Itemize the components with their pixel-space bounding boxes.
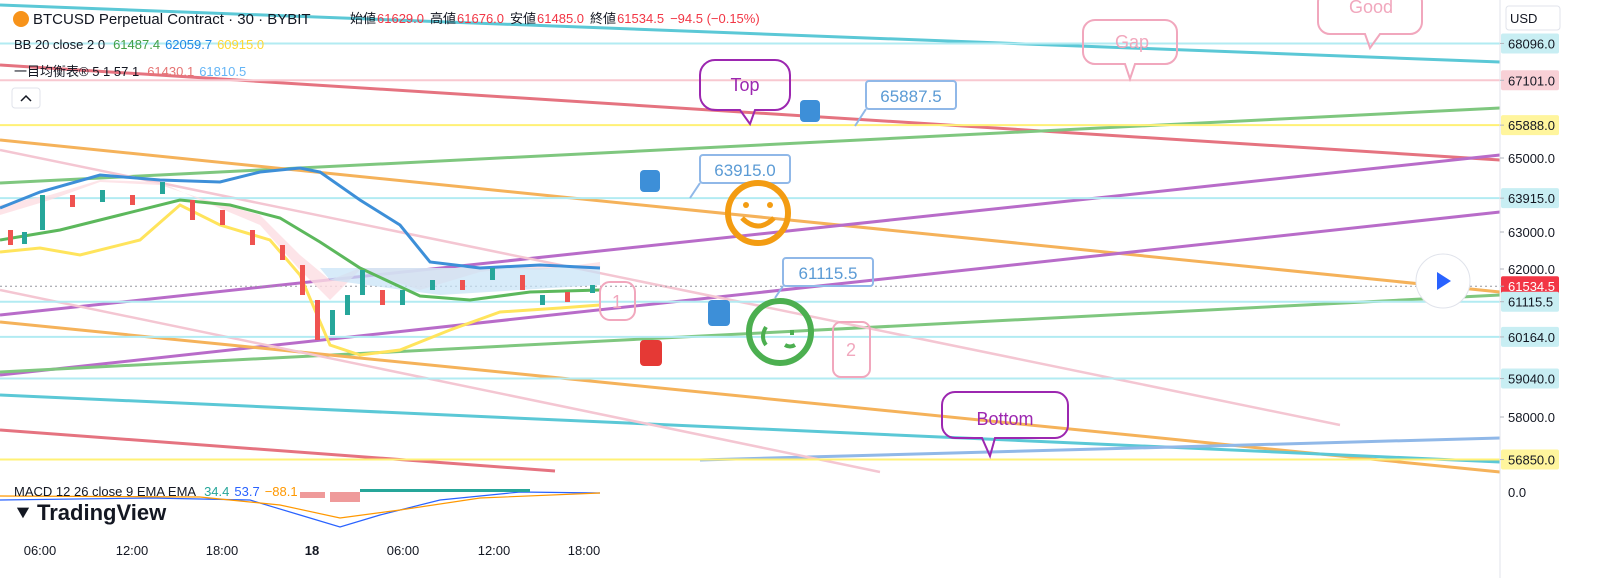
- hand-icons: [640, 100, 820, 366]
- ohlc-value: 61676.0: [457, 11, 504, 26]
- price-label: 63915.0: [1508, 191, 1555, 206]
- price-label: 58000.0: [1508, 410, 1555, 425]
- logo: ⯆ TradingView: [15, 500, 167, 525]
- coin-icon: [13, 11, 29, 27]
- ohlc-label: 安値: [510, 11, 536, 26]
- time-label: 18:00: [206, 543, 239, 558]
- collapse-icon: [20, 94, 32, 102]
- currency-button[interactable]: [1505, 5, 1561, 31]
- ohlc-label: 終値: [590, 11, 616, 26]
- annotation: Top: [730, 75, 759, 95]
- signal-line: [0, 492, 601, 519]
- time-label: 12:00: [116, 543, 149, 558]
- bb-basis: [0, 198, 601, 302]
- time-label: 18:00: [568, 543, 601, 558]
- price-label: 62000.0: [1508, 262, 1555, 277]
- ohlc-value: 61534.5: [617, 11, 664, 26]
- change: −94.5 (−0.15%): [670, 11, 760, 26]
- time-label: 18: [305, 543, 319, 558]
- callouts: [599, 0, 1423, 459]
- price-label-bg: [1501, 188, 1559, 209]
- annotation: 1: [612, 292, 622, 312]
- annotation: 61115.5: [799, 264, 858, 283]
- collapse-button[interactable]: [11, 87, 41, 109]
- indicator-value: −88.1: [265, 484, 298, 499]
- price-label: 65888.0: [1508, 118, 1555, 133]
- bb-upper: [0, 166, 601, 270]
- indicator-value: 34.4: [204, 484, 229, 499]
- symbol: BTCUSD Perpetual Contract · 30 · BYBIT: [33, 11, 311, 28]
- drawings: [0, 3, 1501, 474]
- price-label-bg: [1501, 33, 1559, 54]
- indicator-value: 60915.0: [217, 37, 264, 52]
- price-label: 63000.0: [1508, 225, 1555, 240]
- macd-histogram: [300, 492, 360, 502]
- macd-zero: 0.0: [1508, 485, 1526, 500]
- ohlc-value: 61485.0: [537, 11, 584, 26]
- play-icon: [1437, 272, 1451, 290]
- price-label-bg: [1501, 326, 1559, 347]
- currency: USD: [1510, 11, 1537, 26]
- annotation: Good: [1349, 0, 1393, 17]
- indicator-value: 61430.1: [147, 64, 194, 79]
- ohlc: 始値 61629.0 高値 61676.0 安値 61485.0 終値 61534.5 −94.…: [350, 11, 760, 26]
- ohlc-label: 高値: [430, 11, 456, 26]
- candles: [8, 182, 595, 340]
- price-label: 59040.0: [1508, 372, 1555, 387]
- price-label-bg: [1501, 449, 1559, 470]
- price-levels: [0, 42, 1500, 461]
- macd-histogram: [360, 489, 530, 492]
- ohlc-label: 始値: [350, 11, 376, 26]
- price-label: 65000.0: [1508, 151, 1555, 166]
- annotation: 63915.0: [714, 161, 775, 180]
- indicator-value: 61487.4: [113, 37, 160, 52]
- time-label: 06:00: [24, 543, 57, 558]
- annotation: Bottom: [976, 409, 1033, 429]
- macd-name: MACD 12 26 close 9 EMA EMA: [14, 484, 196, 499]
- indicator-value: 53.7: [234, 484, 259, 499]
- indicator-value: 62059.7: [165, 37, 212, 52]
- ohlc-value: 61629.0: [377, 11, 424, 26]
- annotation: 2: [846, 340, 856, 360]
- macd-line: [0, 491, 601, 528]
- price-label: 61115.5: [1508, 295, 1553, 310]
- price-label-bg: [1501, 70, 1559, 91]
- indicator-name: BB 20 close 2 0: [14, 37, 105, 52]
- price-label-bg: [1501, 276, 1559, 297]
- price-label: 67101.0: [1508, 73, 1555, 88]
- time-label: 06:00: [387, 543, 420, 558]
- price-label-bg: [1501, 291, 1559, 312]
- price-label: 68096.0: [1508, 36, 1555, 51]
- annotation: 65887.5: [880, 87, 941, 106]
- price-label-bg: [1501, 368, 1559, 389]
- price-label: 61534.5: [1508, 279, 1555, 294]
- price-label-bg: [1501, 115, 1559, 136]
- price-label: 60164.0: [1508, 330, 1555, 345]
- logo-text: TradingView: [37, 500, 167, 525]
- indicator-value: 61810.5: [199, 64, 246, 79]
- price-label: 56850.0: [1508, 453, 1555, 468]
- time-label: 12:00: [478, 543, 511, 558]
- indicator-name: 一目均衡表® 5 1 57 1: [14, 64, 139, 79]
- annotation: Gap: [1115, 32, 1149, 52]
